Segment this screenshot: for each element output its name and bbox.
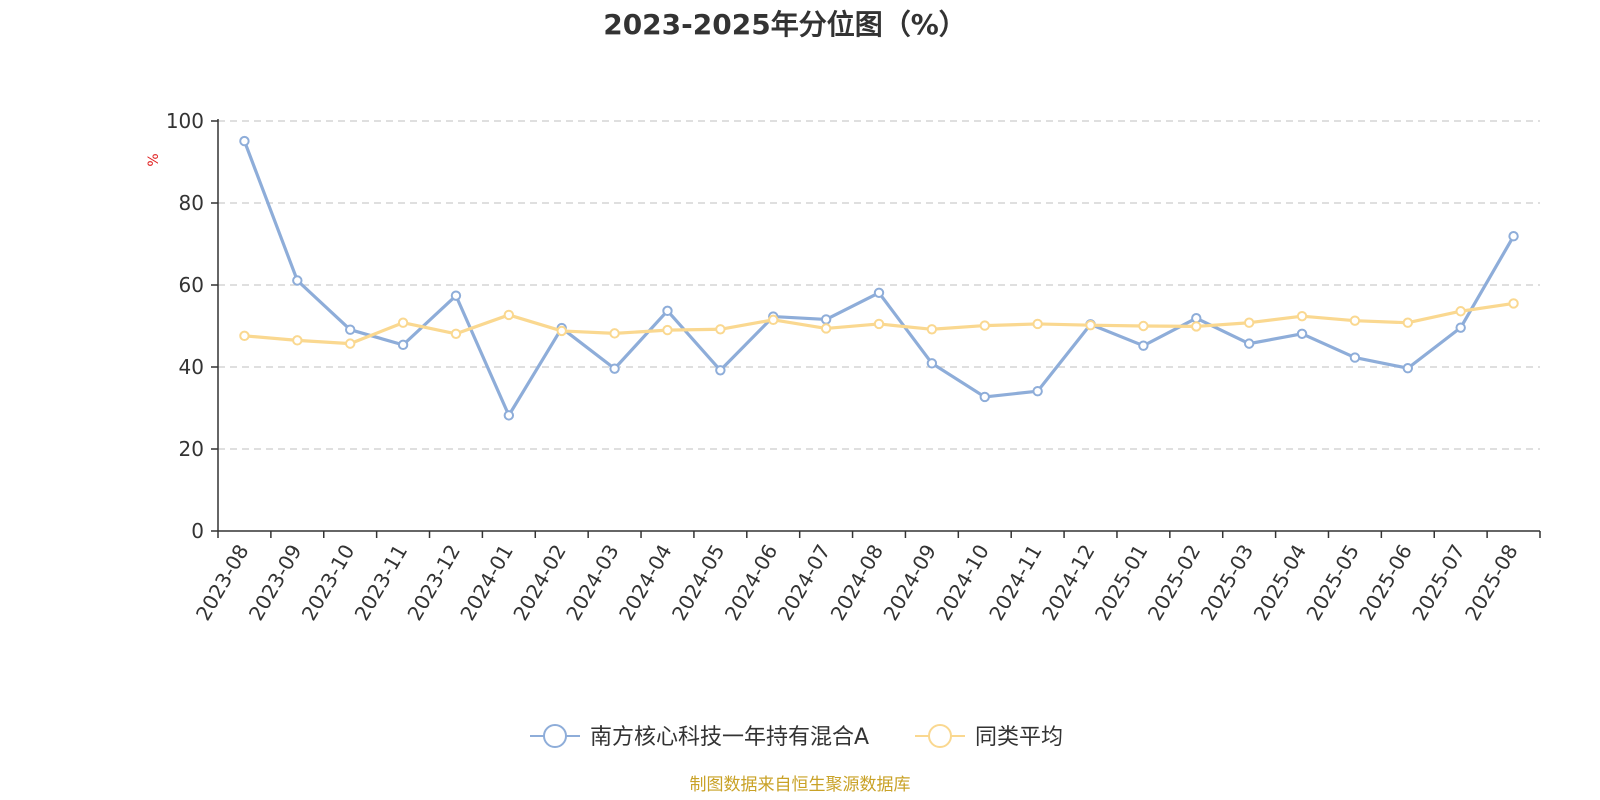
y-axis-label: % bbox=[146, 153, 162, 166]
data-point bbox=[292, 275, 303, 286]
data-point bbox=[1243, 317, 1255, 328]
legend[interactable]: 南方核心科技一年持有混合A 同类平均 bbox=[530, 724, 1063, 750]
data-point bbox=[1032, 318, 1043, 330]
data-point bbox=[609, 328, 620, 339]
data-point bbox=[1349, 352, 1361, 363]
data-point bbox=[239, 330, 250, 342]
data-point bbox=[715, 365, 726, 376]
y-tick-label: 0 bbox=[191, 519, 204, 543]
data-point bbox=[662, 305, 673, 317]
data-point bbox=[1138, 340, 1149, 351]
y-tick-label: 60 bbox=[179, 273, 204, 297]
data-point bbox=[1402, 363, 1414, 374]
legend-marker-icon bbox=[543, 724, 567, 748]
legend-marker-icon bbox=[928, 724, 952, 748]
data-point bbox=[1508, 298, 1519, 309]
data-point bbox=[873, 318, 885, 330]
data-point bbox=[662, 324, 673, 336]
x-tick-label: 2025-08 bbox=[1460, 540, 1523, 624]
data-point bbox=[1349, 315, 1361, 326]
data-point bbox=[768, 314, 779, 326]
gridlines bbox=[218, 120, 1540, 450]
data-point bbox=[715, 324, 726, 335]
data-point bbox=[1402, 317, 1414, 328]
data-point bbox=[556, 325, 567, 337]
data-point bbox=[1085, 319, 1096, 331]
y-tick-label: 20 bbox=[179, 437, 204, 461]
data-point bbox=[503, 309, 515, 321]
data-point bbox=[1138, 320, 1149, 332]
data-point bbox=[873, 287, 885, 298]
data-point bbox=[1455, 322, 1466, 333]
y-tick-label: 40 bbox=[179, 355, 204, 379]
data-point bbox=[820, 323, 832, 334]
data-point bbox=[820, 314, 832, 325]
data-point bbox=[926, 358, 938, 369]
y-tick-label: 100 bbox=[166, 109, 204, 133]
series-lines bbox=[239, 135, 1519, 421]
series-line-0 bbox=[242, 140, 1515, 417]
data-point bbox=[450, 328, 462, 339]
data-point bbox=[397, 317, 409, 328]
data-point bbox=[292, 335, 303, 346]
data-point bbox=[979, 391, 990, 403]
axes: 0204060801002023-082023-092023-102023-11… bbox=[166, 109, 1541, 625]
legend-label: 南方核心科技一年持有混合A bbox=[590, 725, 869, 750]
data-point bbox=[1191, 313, 1202, 324]
data-point bbox=[1296, 328, 1308, 339]
data-point bbox=[239, 135, 250, 147]
source-note: 制图数据来自恒生聚源数据库 bbox=[690, 775, 911, 795]
data-point bbox=[345, 338, 356, 349]
legend-item-0[interactable]: 南方核心科技一年持有混合A bbox=[530, 724, 869, 750]
data-point bbox=[503, 410, 515, 421]
data-point bbox=[450, 290, 462, 301]
y-tick-label: 80 bbox=[179, 191, 204, 215]
data-point bbox=[1296, 310, 1308, 322]
data-point bbox=[609, 363, 620, 374]
data-point bbox=[1191, 321, 1202, 332]
data-point bbox=[979, 320, 990, 331]
chart-title: 2023-2025年分位图（%） bbox=[603, 8, 967, 41]
data-point bbox=[345, 324, 356, 335]
data-point bbox=[1508, 231, 1519, 242]
legend-item-1[interactable]: 同类平均 bbox=[915, 724, 1063, 750]
legend-label: 同类平均 bbox=[975, 725, 1063, 750]
data-point bbox=[397, 339, 409, 351]
data-point bbox=[1243, 338, 1255, 349]
data-point bbox=[926, 324, 938, 335]
data-point bbox=[1032, 385, 1043, 397]
data-point bbox=[1455, 306, 1466, 317]
